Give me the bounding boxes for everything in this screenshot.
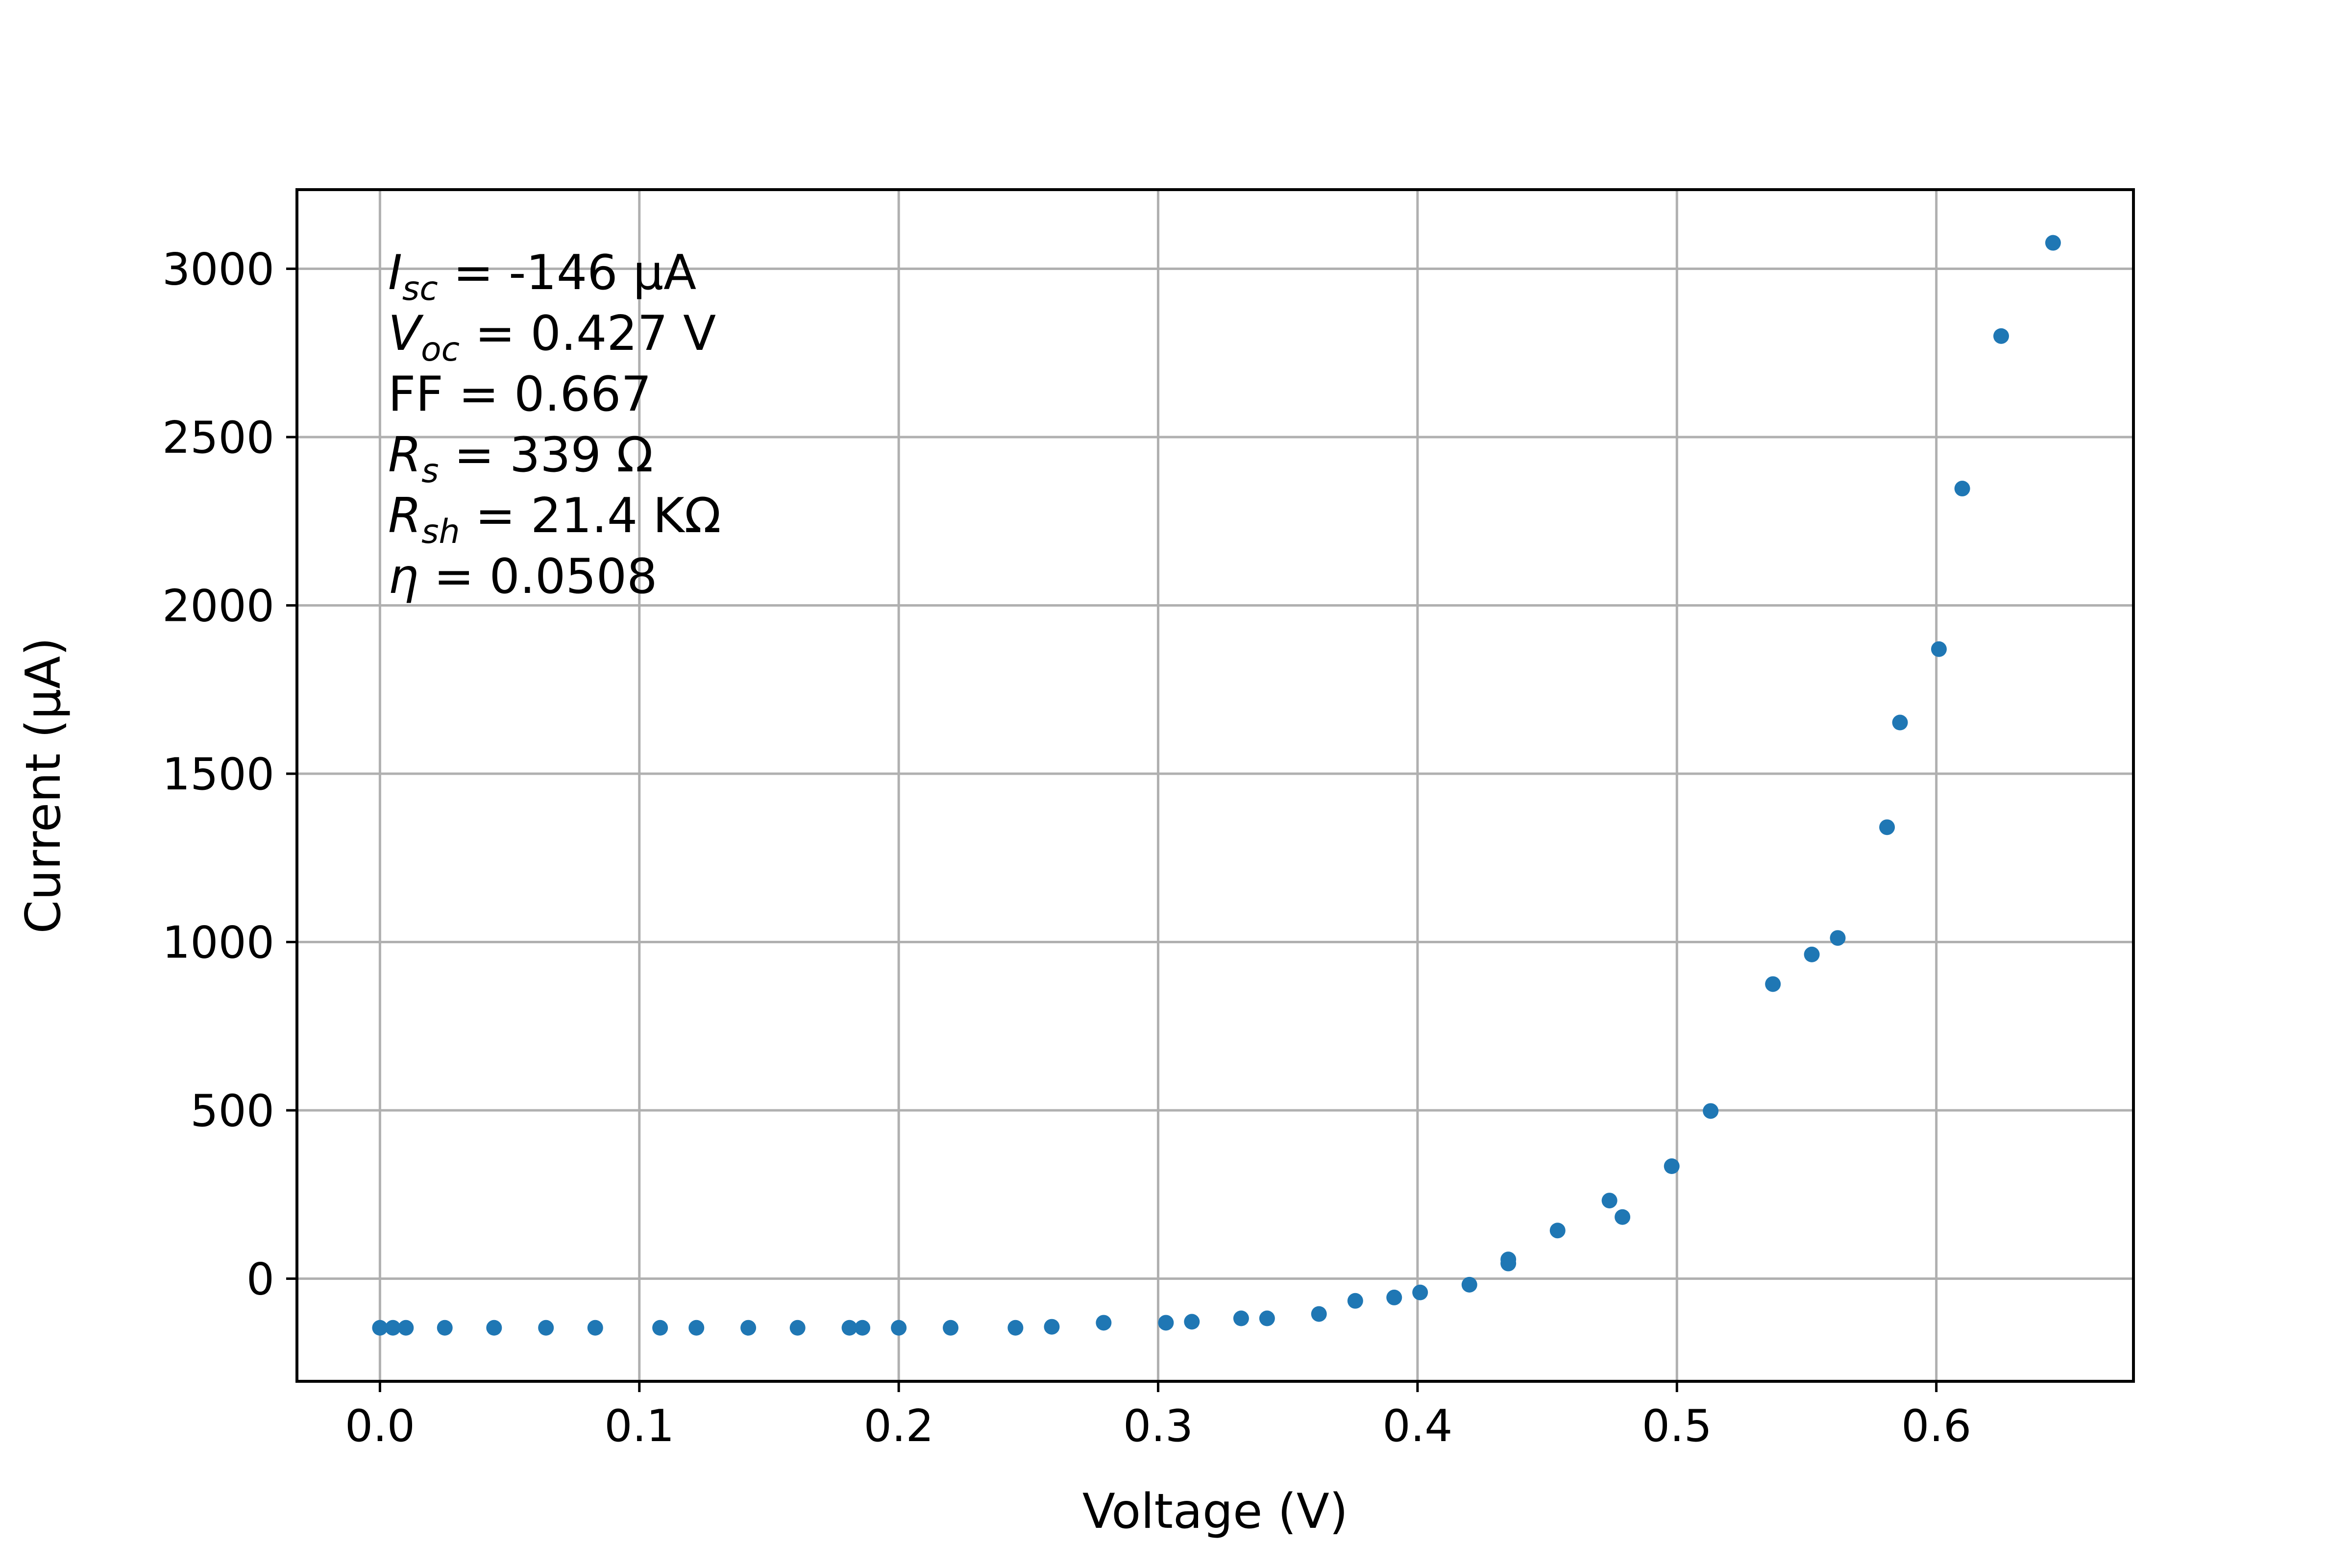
x-tick-label: 0.1 [604,1400,674,1452]
data-point [1703,1103,1719,1119]
parameter-line: Rsh = 21.4 KΩ [388,488,721,551]
data-point [538,1320,554,1336]
data-point [437,1320,453,1336]
y-tick-label: 1500 [162,749,274,800]
data-point [688,1320,705,1336]
data-point [1347,1293,1363,1309]
parameter-value: = 0.427 V [460,306,716,362]
data-point [789,1320,806,1336]
parameter-symbol: R [388,427,421,483]
parameter-subscript: s [421,452,439,490]
parameter-subscript: oc [421,330,460,369]
data-point [1601,1193,1617,1209]
x-tick-label: 0.4 [1382,1400,1452,1452]
y-tick-label: 0 [246,1253,274,1305]
x-axis-label: Voltage (V) [1082,1484,1348,1540]
axis-ticks: 0.0 0.1 0.2 0.3 0.4 0.5 0.6 0 500 1000 1500 2000 250… [162,244,1971,1452]
data-point [1549,1223,1566,1239]
parameter-symbol: V [388,306,424,362]
data-point [1892,714,1908,731]
data-point [1664,1158,1680,1175]
data-point [1931,641,1947,657]
data-point [1993,328,2009,344]
data-point [486,1320,502,1336]
parameter-line: Rs = 339 Ω [388,427,653,490]
data-point [1879,819,1895,835]
data-points [372,235,2061,1336]
y-tick-label: 500 [190,1085,274,1137]
data-point [1830,930,1846,946]
x-tick-label: 0.0 [345,1400,415,1452]
parameter-symbol: R [388,488,421,544]
parameter-value: FF = 0.667 [388,367,652,422]
parameter-subscript: sh [421,513,460,551]
parameter-value: = 21.4 KΩ [460,488,721,544]
data-point [1158,1315,1174,1331]
y-axis-label: Current (μA) [16,637,72,933]
data-point [855,1320,871,1336]
data-point [1007,1320,1024,1336]
data-point [398,1320,414,1336]
parameter-line: η = 0.0508 [388,549,657,605]
parameter-subscript: sc [402,270,438,308]
data-point [740,1320,757,1336]
data-point [1461,1276,1477,1293]
data-point [1259,1310,1275,1326]
data-point [372,1320,388,1336]
y-tick-label: 3000 [162,244,274,295]
data-point [385,1320,401,1336]
data-point [1096,1315,1112,1331]
parameter-line: FF = 0.667 [388,367,652,422]
data-point [2045,235,2061,251]
parameter-line: Voc = 0.427 V [388,306,716,369]
data-point [1311,1306,1327,1322]
parameter-line: Isc = -146 μA [388,245,696,308]
parameter-symbol: I [388,245,402,301]
data-point [1615,1209,1631,1225]
x-tick-label: 0.2 [864,1400,934,1452]
parameter-value: = 339 Ω [439,427,654,483]
data-point [1954,481,1970,497]
x-tick-label: 0.5 [1642,1400,1712,1452]
data-point [841,1320,858,1336]
data-point [891,1320,907,1336]
x-tick-label: 0.6 [1901,1400,1971,1452]
data-point [1184,1314,1200,1330]
grid-lines [297,190,2133,1381]
y-tick-label: 2000 [162,580,274,632]
parameter-value: = -146 μA [438,245,696,301]
data-point [587,1320,603,1336]
y-tick-label: 1000 [162,917,274,968]
data-point [943,1320,959,1336]
data-point [1765,976,1781,992]
data-point [652,1320,668,1336]
plot-frame [295,188,2135,1383]
parameter-symbol: η [388,549,418,605]
data-point [1386,1289,1402,1305]
data-point [1804,946,1820,962]
data-point [1044,1319,1060,1335]
parameter-value: = 0.0508 [418,549,657,605]
data-point [1412,1284,1428,1300]
x-tick-label: 0.3 [1123,1400,1193,1452]
y-tick-label: 2500 [162,412,274,464]
data-point [1500,1251,1517,1268]
data-point [1233,1310,1249,1326]
